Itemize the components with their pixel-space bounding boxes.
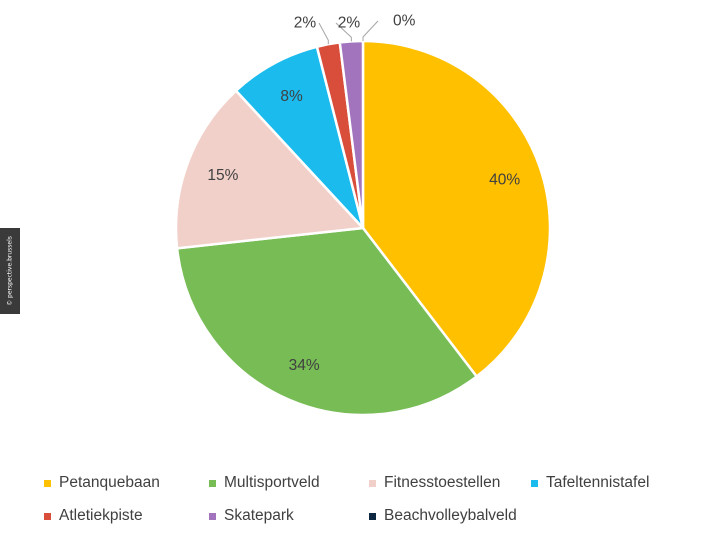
data-label-petanquebaan: 40% [489, 172, 520, 189]
legend-item-atletiekpiste: Atletiekpiste [44, 507, 143, 525]
legend-swatch [209, 479, 216, 487]
pie-slice-fitnesstoestellen [174, 88, 366, 250]
data-label-beachvolleybalveld: 0% [393, 13, 416, 30]
legend-label: Atletiekpiste [59, 507, 143, 524]
leader-line-skatepark [335, 22, 352, 42]
legend-swatch [531, 479, 538, 487]
legend-swatch [369, 479, 376, 487]
legend-item-beachvolleybalveld: Beachvolleybalveld [369, 507, 517, 525]
pie-slice-petanquebaan [361, 39, 552, 379]
legend-swatch [209, 512, 216, 520]
legend-swatch [369, 512, 376, 520]
legend-swatch [44, 512, 51, 520]
pie-slice-multisportveld [175, 226, 479, 417]
legend: Petanquebaan Multisportveld Fitnesstoest… [44, 474, 704, 540]
data-label-skatepark: 2% [338, 15, 361, 32]
legend-label: Skatepark [224, 507, 294, 524]
legend-item-multisportveld: Multisportveld [209, 474, 320, 492]
leader-line-atletiekpiste [318, 22, 329, 45]
pie-chart: 40% 34% 15% 8% 2% 2% 0% [174, 13, 552, 417]
legend-swatch [44, 479, 51, 487]
legend-item-fitnesstoestellen: Fitnesstoestellen [369, 474, 500, 492]
leader-line-beachvolleybalveld [362, 20, 379, 41]
legend-item-skatepark: Skatepark [209, 507, 294, 525]
copyright-badge: © perspective.brussels [0, 228, 20, 314]
copyright-text: © perspective.brussels [6, 236, 14, 306]
legend-item-petanquebaan: Petanquebaan [44, 474, 160, 492]
pie-slice-tafeltennistafel [234, 45, 365, 229]
data-label-multisportveld: 34% [289, 357, 320, 374]
legend-row-2: Atletiekpiste Skatepark Beachvolleybalve… [44, 507, 704, 540]
legend-label: Fitnesstoestellen [384, 474, 501, 491]
legend-row-1: Petanquebaan Multisportveld Fitnesstoest… [44, 474, 704, 507]
data-label-fitnesstoestellen: 15% [207, 167, 238, 184]
legend-label: Petanquebaan [59, 474, 160, 491]
legend-item-tafeltennistafel: Tafeltennistafel [531, 474, 649, 492]
legend-label: Multisportveld [224, 474, 320, 491]
legend-label: Beachvolleybalveld [384, 507, 517, 524]
data-label-atletiekpiste: 2% [294, 15, 317, 32]
data-label-tafeltennistafel: 8% [280, 88, 303, 105]
legend-label: Tafeltennistafel [546, 474, 650, 491]
